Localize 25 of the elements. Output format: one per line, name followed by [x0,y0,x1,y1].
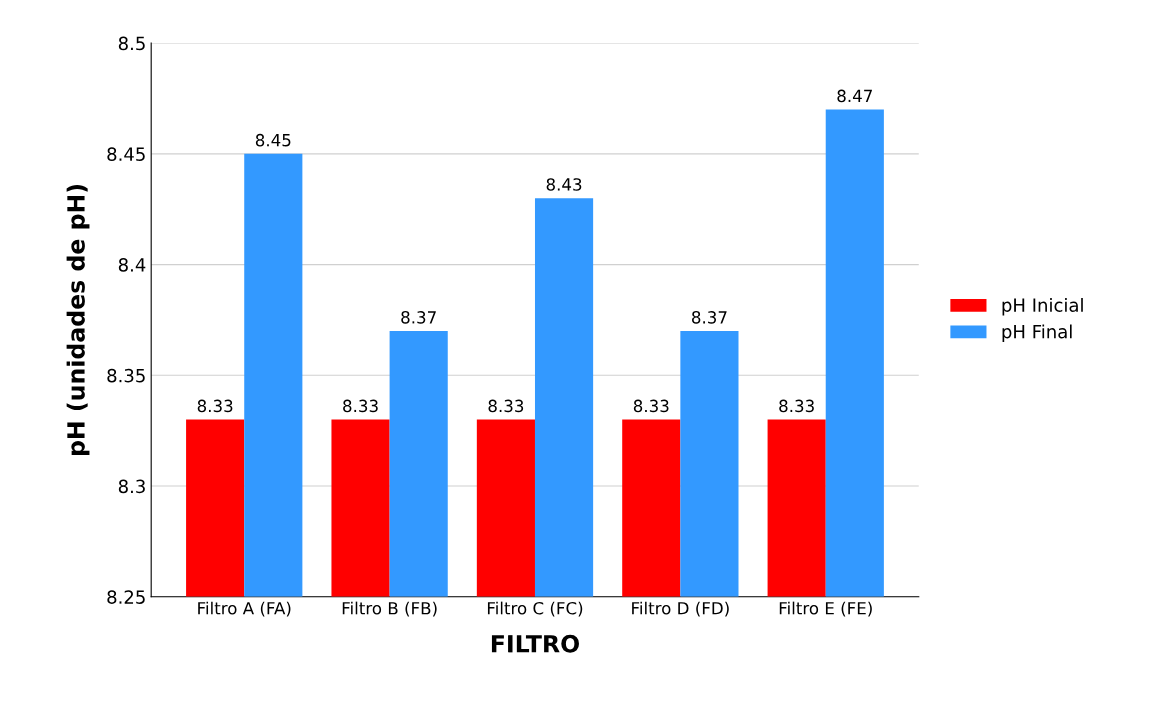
y-tick-label: 8.4 [118,258,146,272]
legend-label: pH Inicial [1002,297,1083,316]
data-label: 8.45 [255,133,291,147]
data-label: 8.33 [779,399,814,413]
data-label: 8.37 [401,311,436,324]
data-label: 8.33 [343,399,378,413]
y-tick-label: 8.25 [107,590,145,604]
y-axis-title: pH (unidades de pH) [66,184,90,455]
x-tick-label: Filtro C (FC) [487,601,583,617]
y-tick-label: 8.35 [107,368,145,383]
y-tick-label: 8.3 [118,479,145,494]
data-label: 8.33 [197,399,233,413]
legend-label: pH Final [1002,324,1072,342]
x-axis-title: FILTRO [491,634,579,653]
data-label: 8.43 [546,178,582,191]
y-tick-label: 8.45 [107,147,145,161]
data-label: 8.37 [692,311,727,324]
y-tick-label: 8.5 [118,36,145,51]
data-label: 8.33 [633,399,669,413]
x-tick-label: Filtro A (FA) [198,601,291,617]
data-label: 8.33 [488,399,524,413]
x-tick-label: Filtro B (FB) [342,601,437,617]
data-label: 8.47 [837,89,872,103]
x-tick-label: Filtro D (FD) [632,601,729,617]
x-tick-label: Filtro E (FE) [779,601,872,617]
